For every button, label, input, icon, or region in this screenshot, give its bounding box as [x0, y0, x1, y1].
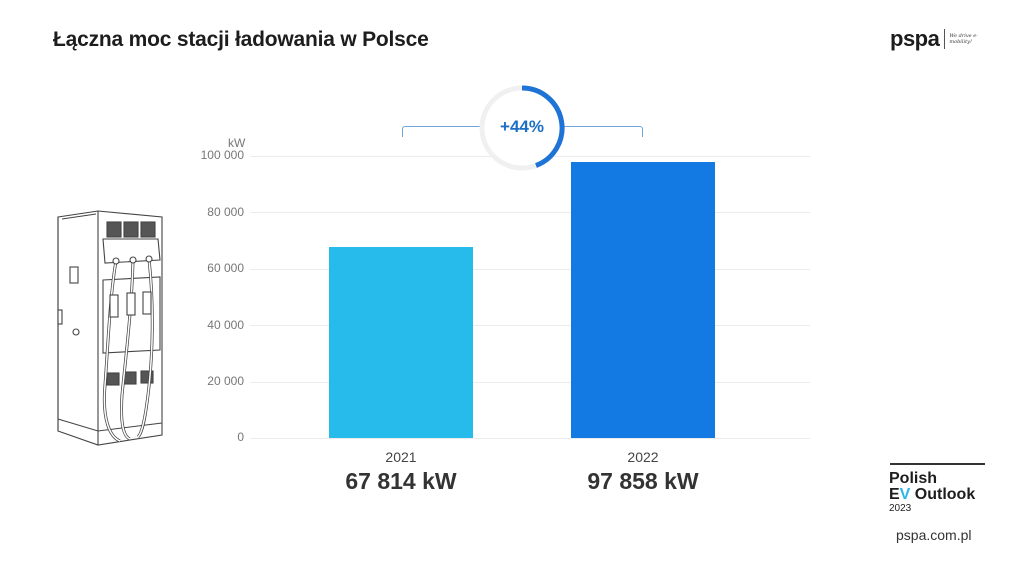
- y-tick-label: 20 000: [207, 374, 244, 388]
- x-category-2021: 2021: [385, 449, 417, 465]
- footer-divider: [890, 463, 985, 465]
- gridline: [250, 382, 810, 383]
- report-brand: Polish EV Outlook 2023: [889, 471, 975, 515]
- value-label-2021: 67 814 kW: [345, 468, 457, 494]
- y-tick-label: 40 000: [207, 318, 244, 332]
- y-tick-label: 0: [237, 430, 244, 444]
- growth-ring-icon: [479, 85, 565, 171]
- logo-tagline: We drive e-mobility!: [949, 33, 978, 45]
- y-tick-label: 100 000: [200, 148, 244, 162]
- ev-charger-icon: [57, 210, 163, 446]
- page-title: Łączna moc stacji ładowania w Polsce: [53, 28, 429, 51]
- y-tick-label: 80 000: [207, 205, 244, 219]
- comparison-bracket-right: [552, 126, 643, 137]
- bar-2021: [329, 247, 473, 438]
- website-link[interactable]: pspa.com.pl: [896, 527, 972, 543]
- y-axis-unit: kW: [228, 136, 246, 150]
- value-label-2022: 97 858 kW: [587, 468, 699, 494]
- growth-percentage: +44%: [500, 117, 544, 136]
- bar-2022: [571, 162, 715, 438]
- comparison-bracket-left: [402, 126, 493, 137]
- gridline: [250, 212, 810, 213]
- pspa-logo: pspa We drive e-mobility!: [890, 26, 979, 52]
- logo-divider: [944, 29, 946, 49]
- logo-wordmark: pspa: [890, 26, 940, 51]
- x-category-2022: 2022: [627, 449, 659, 465]
- brand-year: 2023: [889, 503, 912, 514]
- y-tick-label: 60 000: [207, 261, 244, 275]
- brand-line2: EV Outlook: [889, 486, 976, 503]
- brand-line1: Polish: [889, 470, 938, 487]
- gridline: [250, 269, 810, 270]
- gridline: [250, 325, 810, 326]
- baseline: [250, 438, 810, 439]
